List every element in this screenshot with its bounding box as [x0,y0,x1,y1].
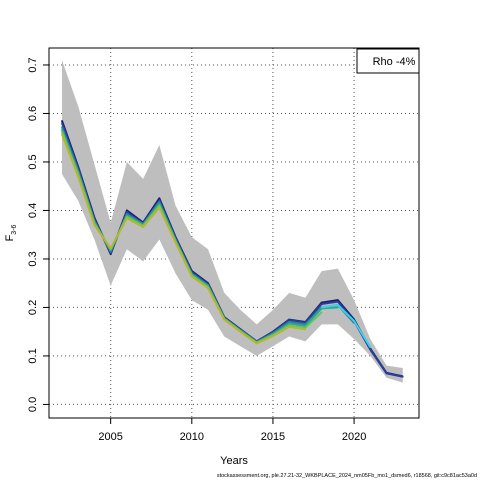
y-axis-title-sub: 3-6 [11,224,18,234]
data-point-6-3 [369,346,372,349]
data-point-5-4 [126,217,128,220]
data-point-0-4 [126,209,128,212]
x-tick-label-2: 2015 [261,431,285,443]
data-point-5-2 [93,224,96,226]
data-point-2-14 [288,321,290,323]
data-point-4-6 [158,204,161,207]
svg-text:F3-6: F3-6 [4,224,18,241]
plot-frame [48,47,420,419]
data-point-5-9 [207,287,209,289]
data-point-5-13 [272,335,274,337]
legend-label: Rho -4% [373,56,416,68]
data-point-3-17 [337,306,339,309]
data-point-1-19 [369,348,372,351]
data-point-1-20 [385,372,388,375]
data-point-5-14 [288,326,290,328]
axes: 2005 2010 2015 2020 0.0 0.1 0.2 0.3 0.4 0.5 0.6 0.7 [27,57,366,443]
confidence-band-area [61,60,403,383]
legend: Rho -4% [356,48,420,74]
data-point-5-7 [174,241,177,244]
data-point-3-6 [158,202,161,205]
data-point-5-12 [255,342,258,345]
data-point-2-6 [158,200,161,203]
x-axis-title: Years [220,455,248,467]
series-line-6 [321,304,372,348]
data-point-1-14 [288,319,290,321]
y-tick-label-7: 0.7 [27,57,39,72]
data-point-2-0 [61,126,63,128]
x-tick-label-3: 2020 [342,431,366,443]
x-tick-label-1: 2010 [180,431,204,443]
data-point-3-14 [288,322,290,325]
data-point-6-1 [337,304,339,306]
data-point-4-16 [320,311,323,314]
data-point-1-3 [109,252,112,254]
data-point-5-5 [142,226,144,228]
y-tick-label-6: 0.6 [27,106,39,121]
footer-credit: stockassessment.org, ple.27.21-32_WKBPLA… [217,473,477,479]
data-point-5-6 [158,206,161,209]
y-tick-label-2: 0.2 [27,300,39,315]
y-tick-label-3: 0.3 [27,251,39,266]
data-point-1-21 [401,375,404,378]
y-tick-label-0: 0.0 [27,397,39,412]
data-point-6-2 [353,320,355,322]
series-line-5 [61,133,306,345]
data-point-1-17 [337,300,339,303]
data-point-5-10 [223,318,226,321]
data-point-5-15 [304,328,307,331]
legend-box [356,48,420,74]
y-tick-label-5: 0.5 [27,154,39,169]
y-axis-title: F3-6 [4,224,18,241]
data-point-1-6 [158,199,161,202]
confidence-band [61,60,403,383]
data-point-4-14 [288,324,290,327]
y-axis-title-main: F [4,234,16,241]
y-tick-label-1: 0.1 [27,348,39,363]
data-point-2-3 [109,250,112,253]
data-point-5-3 [109,247,112,250]
data-point-4-0 [61,131,63,133]
series-lines [61,119,404,378]
data-point-4-4 [126,215,128,218]
data-point-0-0 [61,119,63,122]
data-point-6-0 [320,306,323,309]
data-point-1-16 [320,303,323,305]
data-point-5-11 [239,330,242,333]
data-point-1-0 [61,122,63,124]
data-point-2-4 [126,213,128,215]
data-point-5-8 [191,275,193,278]
x-tick-label-0: 2005 [98,431,122,443]
y-tick-label-4: 0.4 [27,203,39,218]
data-point-3-4 [126,214,128,217]
data-point-1-4 [126,211,128,213]
data-point-0-6 [158,197,161,200]
data-point-5-1 [77,175,80,178]
data-point-0-17 [337,299,339,301]
data-point-3-0 [61,128,63,131]
data-point-5-0 [61,133,63,136]
